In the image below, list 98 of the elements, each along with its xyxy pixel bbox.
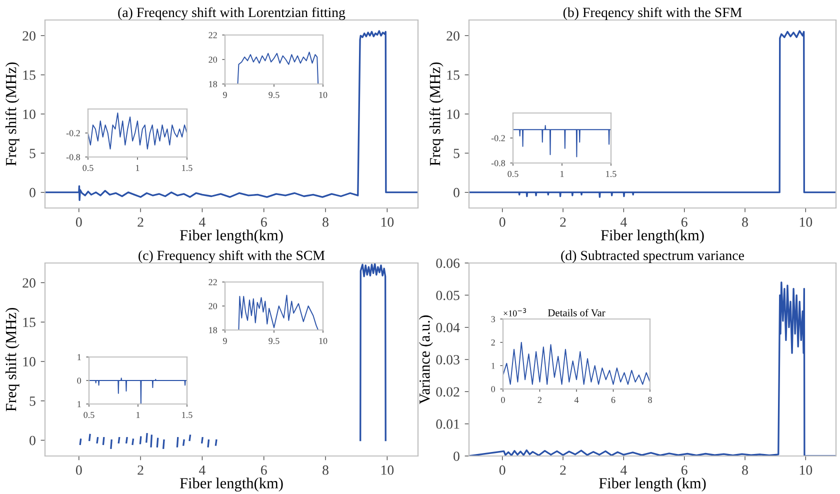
y-tick-label: -0.8	[491, 160, 506, 166]
y-tick-label: 0.05	[436, 290, 460, 300]
x-tick-label: 10	[319, 92, 328, 98]
x-tick-label: 1.5	[182, 164, 192, 172]
y-tick-label: 5	[30, 148, 36, 158]
y-tick-label: 20	[208, 56, 218, 63]
y-tick-label: 0.02	[436, 387, 460, 397]
y-tick-label: 3	[491, 316, 496, 322]
y-tick-label: 1	[78, 354, 81, 360]
y-tick-label: 1	[78, 401, 81, 408]
x-axis-title: Fiber length (km)	[599, 478, 706, 492]
x-tick-label: 6	[681, 217, 688, 227]
y-tick-label: 5	[454, 148, 460, 158]
y-tick-label: 0	[454, 452, 460, 461]
x-tick-label: 4	[574, 396, 579, 403]
x-tick-label: 1	[136, 164, 140, 171]
y-tick-label: 0	[454, 188, 460, 198]
y-tick-label: 5	[30, 396, 36, 406]
y-tick-label: 22	[208, 32, 217, 38]
x-tick-label: 6	[611, 396, 616, 403]
x-tick-label: 4	[199, 466, 206, 475]
y-tick-label: 10	[23, 110, 36, 119]
y-tick-label: 15	[447, 70, 460, 80]
y-tick-label: 0	[77, 378, 82, 384]
x-tick-label: 2	[560, 217, 566, 227]
line-series	[88, 112, 187, 150]
y-axis-title: Freq shift (MHz)	[5, 62, 20, 166]
y-tick-label: 0	[30, 436, 36, 446]
y-tick-label: 15	[23, 70, 36, 80]
x-tick-label: 1.5	[606, 170, 616, 178]
annotation: ×10$^{−3}$	[504, 308, 526, 316]
y-axis-title: Variance (a.u.)	[419, 315, 433, 404]
x-tick-label: 9	[223, 338, 227, 344]
y-tick-label: 0.03	[436, 355, 460, 365]
x-axis-title: Fiber length(km)	[600, 230, 704, 244]
x-tick-label: 8	[322, 465, 328, 475]
y-tick-label: 20	[208, 303, 218, 310]
y-tick-label: 0	[30, 188, 36, 198]
x-tick-label: 0.5	[508, 170, 518, 178]
y-tick-label: 18	[209, 81, 218, 88]
y-tick-label: 18	[209, 327, 218, 334]
x-tick-label: 10	[800, 217, 812, 227]
y-tick-label: 20	[446, 31, 460, 41]
x-tick-label: 4	[199, 218, 206, 227]
x-tick-label: 10	[381, 465, 394, 475]
y-tick-label: 0.06	[436, 258, 460, 268]
y-tick-label: 10	[447, 110, 460, 119]
line-series	[513, 125, 611, 158]
x-tick-label: 4	[620, 218, 627, 227]
x-tick-label: 6	[681, 465, 688, 475]
x-tick-label: 0.5	[82, 164, 94, 172]
y-tick-label: -0.2	[491, 135, 505, 142]
x-tick-label: 0.5	[84, 412, 94, 418]
y-tick-label: -0.2	[66, 130, 80, 136]
x-tick-label: 6	[260, 465, 267, 475]
x-tick-label: 8	[742, 217, 748, 227]
chart-title: (a) Freqency shift with Lorentzian fitting	[118, 7, 346, 20]
x-tick-label: 1.5	[182, 412, 192, 418]
y-axis-title: Freq shift (MHz)	[429, 62, 444, 166]
x-tick-label: 1	[136, 412, 140, 418]
y-tick-label: 1	[492, 362, 495, 369]
chart-title: (c) Frequency shift with the SCM	[138, 250, 325, 263]
x-tick-label: 2	[538, 396, 542, 403]
y-tick-label: 0.04	[436, 322, 460, 332]
x-tick-label: 9.5	[268, 338, 280, 344]
line-series	[237, 52, 319, 84]
x-tick-label: 4	[620, 466, 627, 475]
x-tick-label: 8	[322, 217, 328, 227]
y-tick-label: 10	[23, 357, 36, 366]
y-axis-title: Freq shift (MHz)	[5, 308, 20, 412]
y-tick-label: 20	[22, 278, 36, 288]
y-tick-label: -0.8	[66, 154, 80, 160]
x-tick-label: 9.5	[268, 92, 280, 98]
x-tick-label: 10	[800, 465, 812, 475]
y-tick-label: 15	[23, 318, 36, 328]
x-axis-title: Fiber length(km)	[180, 478, 283, 492]
x-tick-label: 8	[742, 465, 748, 475]
y-tick-label: 20	[22, 31, 36, 41]
line-series	[45, 30, 418, 201]
y-tick-label: 0	[491, 386, 496, 392]
x-tick-label: 10	[319, 338, 328, 344]
x-tick-label: 2	[560, 465, 566, 475]
x-tick-label: 2	[138, 217, 144, 227]
x-tick-label: 2	[138, 465, 144, 475]
chart-title: (d) Subtracted spectrum variance	[561, 250, 744, 263]
y-tick-label: 22	[208, 279, 217, 286]
chart-title: Details of Var	[548, 308, 606, 316]
line-series	[503, 342, 650, 385]
x-tick-label: 6	[260, 217, 267, 227]
chart-title: (b) Freqency shift with the SFM	[563, 7, 742, 20]
x-tick-label: 1	[560, 170, 564, 177]
line-series	[469, 30, 836, 198]
line-series	[238, 294, 319, 330]
x-tick-label: 9	[223, 92, 227, 98]
x-tick-label: 10	[381, 217, 394, 227]
x-axis-title: Fiber length(km)	[180, 230, 283, 244]
y-tick-label: 0.01	[436, 419, 460, 429]
x-tick-label: 8	[648, 396, 652, 403]
